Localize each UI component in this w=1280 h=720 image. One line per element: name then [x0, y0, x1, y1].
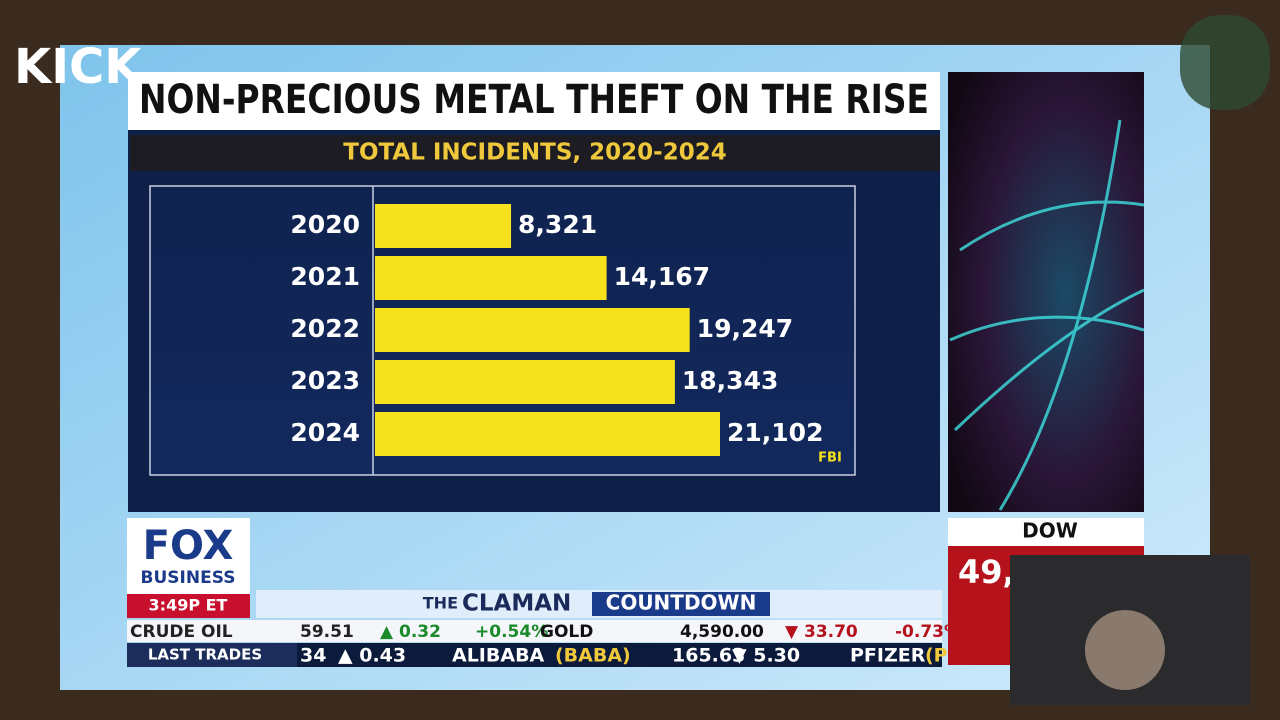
- show-prefix: THE: [423, 594, 458, 613]
- value-label: 8,321: [518, 210, 597, 239]
- ticker-item: ▼ 33.70: [785, 622, 858, 642]
- ticker-top: [127, 620, 942, 642]
- ticker-top-items: CRUDE OIL 59.51 ▲ 0.32 +0.54%GOLD 4,590.00 ▼ …: [130, 622, 961, 642]
- index-value: 49,: [958, 553, 1015, 591]
- clock: 3:49P ET: [149, 596, 228, 615]
- value-label: 14,167: [614, 262, 710, 291]
- category-label: 2021: [290, 262, 360, 291]
- index-header: [948, 518, 1144, 546]
- bar: [375, 308, 690, 352]
- ticker-item: (BABA): [555, 645, 631, 667]
- value-label: 19,247: [697, 314, 793, 343]
- value-label: 18,343: [682, 366, 778, 395]
- ticker-bottom-items: 34 ▲ 0.43 ALIBABA (BABA) 165.63▼ 5.30 PFIZER(…: [300, 645, 948, 667]
- source-note: FBI: [818, 451, 842, 466]
- category-label: 2023: [290, 366, 360, 395]
- webcam-person: [1085, 610, 1165, 690]
- ticker-item: ▲ 0.32: [380, 622, 441, 642]
- logo-bottom: BUSINESS: [141, 568, 236, 588]
- value-label: 21,102: [727, 418, 823, 447]
- ticker-item: CRUDE OIL: [130, 622, 233, 642]
- ticker-item: 59.51: [300, 622, 354, 642]
- bar: [375, 360, 675, 404]
- index-name: DOW: [1022, 519, 1078, 543]
- show-suffix: COUNTDOWN: [606, 591, 757, 615]
- show-name: CLAMAN: [462, 591, 571, 617]
- ticker-item: +0.54%: [475, 622, 548, 642]
- bar: [375, 256, 607, 300]
- ticker-label-box: [127, 643, 297, 667]
- ticker-item: ▲ 0.43: [338, 645, 406, 667]
- chart-subtitle: TOTAL INCIDENTS, 2020-2024: [343, 140, 726, 166]
- show-suffix-box: [592, 592, 770, 616]
- time-box: [127, 594, 250, 618]
- side-image: [948, 72, 1144, 512]
- bar: [375, 204, 512, 248]
- ticker-item: 165.63: [672, 645, 745, 667]
- ticker-label: LAST TRADES: [148, 646, 262, 664]
- ticker-item: ▼ 5.30: [732, 645, 800, 667]
- category-label: 2020: [290, 210, 360, 239]
- ticker-item: ALIBABA: [452, 645, 545, 667]
- category-label: 2024: [290, 418, 360, 447]
- ticker-item: 4,590.00: [680, 622, 764, 642]
- ticker-item: -0.73%: [895, 622, 961, 642]
- subtitle-bar: [130, 135, 940, 171]
- avatar-icon: [1180, 15, 1270, 110]
- light-strands: [949, 119, 1145, 511]
- category-label: 2022: [290, 314, 360, 343]
- ticker-item: GOLD: [540, 622, 593, 642]
- chart-title: NON-PRECIOUS METAL THEFT ON THE RISE: [139, 77, 929, 123]
- ticker-item: (P: [925, 645, 948, 667]
- bar: [375, 412, 720, 456]
- ticker-item: 34: [300, 645, 326, 667]
- title-bar: [128, 72, 940, 130]
- ticker-item: PFIZER: [850, 645, 926, 667]
- logo-top: FOX: [143, 523, 234, 569]
- stream-logo: KICK: [14, 39, 143, 95]
- bar-group: 2020 8,321 2021 14,167 2022 19,247 2023 18,343 2…: [290, 204, 823, 456]
